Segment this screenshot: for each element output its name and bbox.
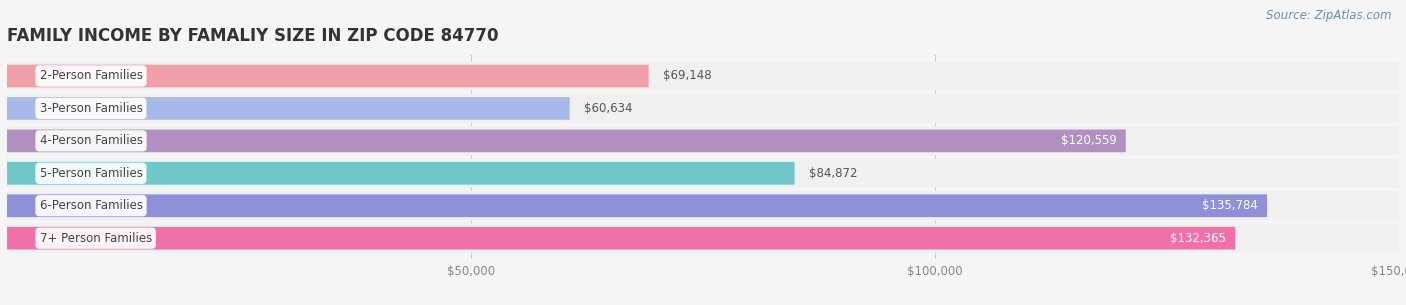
FancyBboxPatch shape (7, 126, 1399, 156)
Text: $132,365: $132,365 (1170, 232, 1226, 245)
FancyBboxPatch shape (7, 224, 1399, 253)
FancyBboxPatch shape (7, 159, 1399, 188)
Text: $60,634: $60,634 (583, 102, 633, 115)
Text: $69,148: $69,148 (662, 70, 711, 82)
Text: 6-Person Families: 6-Person Families (39, 199, 142, 212)
Text: $120,559: $120,559 (1060, 135, 1116, 147)
Text: $135,784: $135,784 (1202, 199, 1258, 212)
FancyBboxPatch shape (7, 94, 1399, 123)
Text: 5-Person Families: 5-Person Families (39, 167, 142, 180)
FancyBboxPatch shape (7, 191, 1399, 220)
FancyBboxPatch shape (7, 61, 1399, 91)
FancyBboxPatch shape (7, 162, 794, 185)
FancyBboxPatch shape (7, 130, 1126, 152)
Text: 3-Person Families: 3-Person Families (39, 102, 142, 115)
Text: 4-Person Families: 4-Person Families (39, 135, 142, 147)
Text: 2-Person Families: 2-Person Families (39, 70, 142, 82)
FancyBboxPatch shape (7, 97, 569, 120)
Text: Source: ZipAtlas.com: Source: ZipAtlas.com (1267, 9, 1392, 22)
FancyBboxPatch shape (7, 194, 1267, 217)
Text: 7+ Person Families: 7+ Person Families (39, 232, 152, 245)
Text: FAMILY INCOME BY FAMALIY SIZE IN ZIP CODE 84770: FAMILY INCOME BY FAMALIY SIZE IN ZIP COD… (7, 27, 499, 45)
FancyBboxPatch shape (7, 227, 1236, 249)
FancyBboxPatch shape (7, 65, 648, 87)
Text: $84,872: $84,872 (808, 167, 858, 180)
